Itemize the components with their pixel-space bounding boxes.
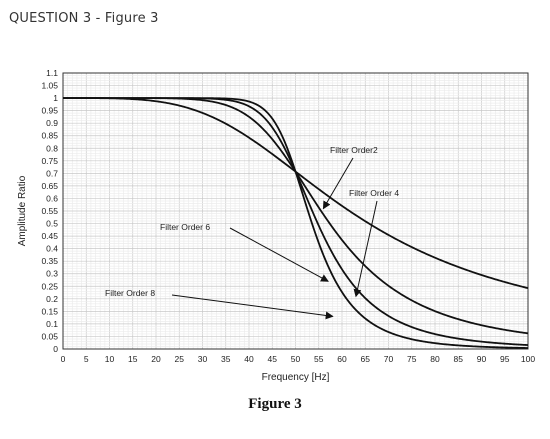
series-lines (63, 97, 529, 349)
y-tick-label: 1 (53, 93, 58, 103)
y-tick-label: 0.95 (41, 106, 58, 116)
x-tick-label: 90 (477, 354, 487, 364)
question-title: QUESTION 3 - Figure 3 (9, 11, 159, 26)
y-tick-label: 0.05 (41, 331, 58, 341)
x-tick-label: 75 (407, 354, 417, 364)
y-tick-label: 0 (53, 344, 58, 354)
x-tick-label: 60 (337, 354, 347, 364)
x-tick-label: 100 (521, 354, 535, 364)
y-tick-label: 1.1 (46, 68, 58, 78)
y-tick-label: 0.2 (46, 294, 58, 304)
annotation-label: Filter Order 8 (105, 288, 155, 298)
series-annotations: Filter Order2 Filter Order 4 Filter Order … (105, 145, 399, 320)
y-tick-label: 0.8 (46, 143, 58, 153)
y-tick-label: 0.55 (41, 206, 58, 216)
y-tick-label: 0.6 (46, 193, 58, 203)
annotation-label: Filter Order 6 (160, 222, 210, 232)
x-tick-label: 70 (384, 354, 394, 364)
chart-grid (62, 72, 529, 350)
y-tick-label: 0.35 (41, 256, 58, 266)
y-tick-label: 0.45 (41, 231, 58, 241)
y-tick-label: 0.5 (46, 219, 58, 229)
x-tick-label: 15 (128, 354, 138, 364)
y-tick-label: 0.85 (41, 131, 58, 141)
y-tick-label: 0.65 (41, 181, 58, 191)
y-tick-label: 0.25 (41, 281, 58, 291)
y-tick-label: 0.3 (46, 269, 58, 279)
x-tick-label: 25 (175, 354, 185, 364)
y-tick-label: 0.15 (41, 306, 58, 316)
x-tick-label: 80 (430, 354, 440, 364)
x-tick-label: 20 (151, 354, 161, 364)
y-tick-label: 0.75 (41, 156, 58, 166)
y-tick-labels: 0 0.05 0.1 0.15 0.2 0.25 0.3 0.35 0.4 0.45 0.5 0.55… (41, 68, 58, 354)
annotation-arrow (229, 227, 329, 282)
y-axis-label: Amplitude Ratio (17, 175, 28, 246)
annotation-label: Filter Order 4 (349, 188, 399, 198)
annotation-arrow (322, 157, 354, 210)
figure-caption: Figure 3 (248, 396, 302, 412)
annotation-arrow (171, 294, 334, 320)
x-tick-label: 0 (61, 354, 66, 364)
annotation-arrow (353, 200, 378, 298)
x-tick-label: 45 (268, 354, 278, 364)
plot-frame (62, 72, 529, 350)
x-tick-label: 55 (314, 354, 324, 364)
x-tick-label: 5 (84, 354, 89, 364)
y-tick-label: 0.9 (46, 118, 58, 128)
y-tick-label: 0.4 (46, 244, 58, 254)
x-tick-label: 10 (105, 354, 115, 364)
x-tick-label: 30 (198, 354, 208, 364)
series-line-filter-order-8 (63, 97, 529, 349)
x-tick-label: 95 (500, 354, 510, 364)
x-tick-labels: 0 5 10 15 20 25 30 35 40 45 50 55 60 65 70 75 80 85 90 95 10… (61, 354, 536, 364)
x-tick-label: 65 (361, 354, 371, 364)
annotation-label: Filter Order2 (330, 145, 378, 155)
x-tick-label: 40 (244, 354, 254, 364)
y-tick-label: 0.1 (46, 319, 58, 329)
x-tick-label: 85 (454, 354, 464, 364)
x-axis-label: Frequency [Hz] (262, 372, 330, 383)
x-tick-label: 50 (291, 354, 301, 364)
y-tick-label: 0.7 (46, 168, 58, 178)
x-tick-label: 35 (221, 354, 231, 364)
y-tick-label: 1.05 (41, 81, 58, 91)
